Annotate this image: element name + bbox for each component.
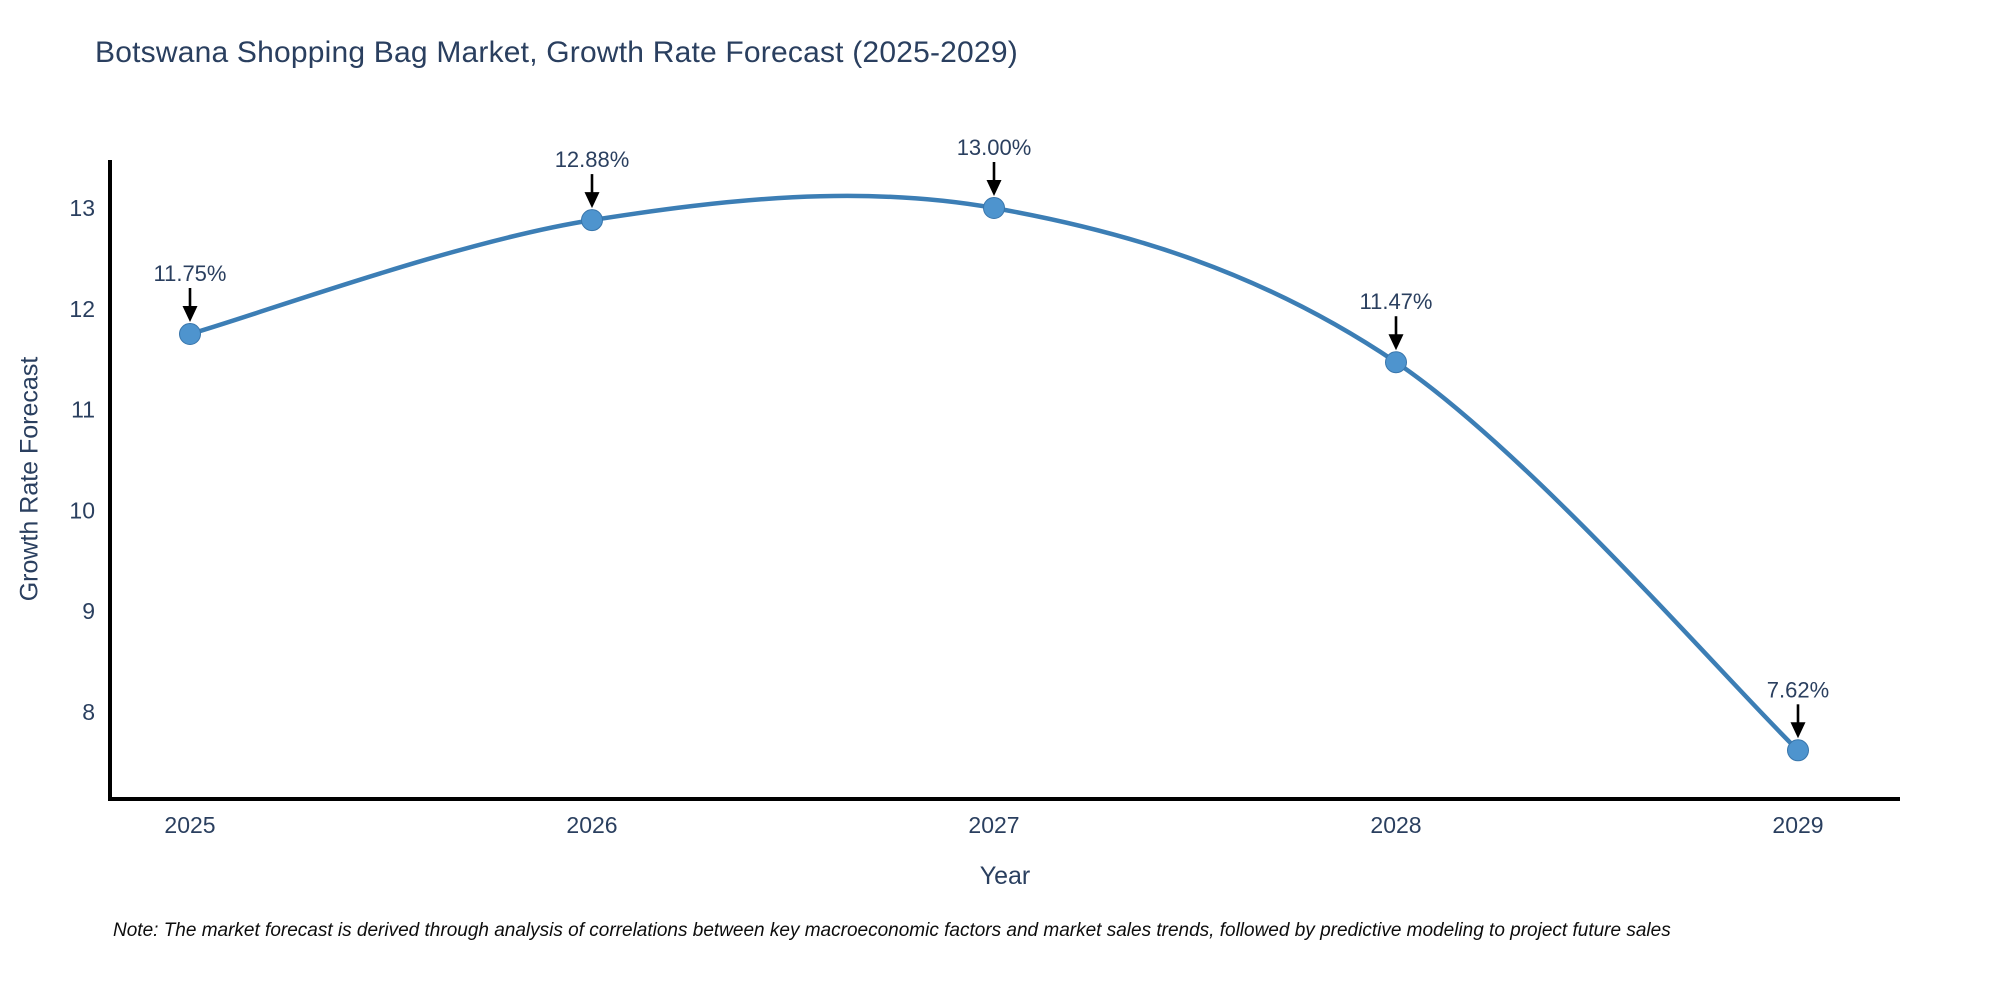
y-tick-label: 9 — [82, 598, 95, 624]
annotation-arrowhead — [1790, 722, 1806, 739]
x-tick-label: 2025 — [164, 812, 215, 838]
chart-footnote: Note: The market forecast is derived thr… — [113, 920, 1671, 941]
annotation-arrowhead — [1388, 334, 1404, 351]
x-axis-title: Year — [979, 862, 1031, 890]
data-point-label: 12.88% — [555, 147, 630, 172]
data-point-marker[interactable] — [1787, 739, 1809, 762]
x-tick-label: 2029 — [1772, 812, 1823, 838]
data-point-label: 11.47% — [1360, 289, 1433, 314]
x-tick-label: 2027 — [968, 812, 1019, 838]
x-tick-label: 2028 — [1370, 812, 1421, 838]
x-tick-label: 2026 — [566, 812, 617, 838]
data-point-marker[interactable] — [983, 197, 1005, 219]
annotation-arrowhead — [584, 192, 600, 209]
data-point-marker[interactable] — [581, 209, 603, 232]
y-tick-label: 8 — [82, 699, 95, 725]
y-tick-label: 13 — [69, 195, 95, 221]
series-line — [187, 193, 1801, 753]
data-point-marker[interactable] — [179, 323, 201, 345]
data-point-marker[interactable] — [1385, 351, 1407, 374]
y-tick-label: 10 — [69, 497, 95, 523]
annotation-arrowhead — [986, 180, 1002, 196]
chart-title: Botswana Shopping Bag Market, Growth Rat… — [95, 36, 1018, 69]
y-tick-label: 11 — [71, 397, 95, 423]
y-tick-label: 12 — [69, 296, 95, 322]
annotation-arrowhead — [182, 306, 198, 322]
data-point-label: 13.00% — [957, 135, 1032, 160]
data-point-label: 7.62% — [1767, 677, 1829, 702]
data-point-label: 11.75% — [154, 261, 227, 286]
